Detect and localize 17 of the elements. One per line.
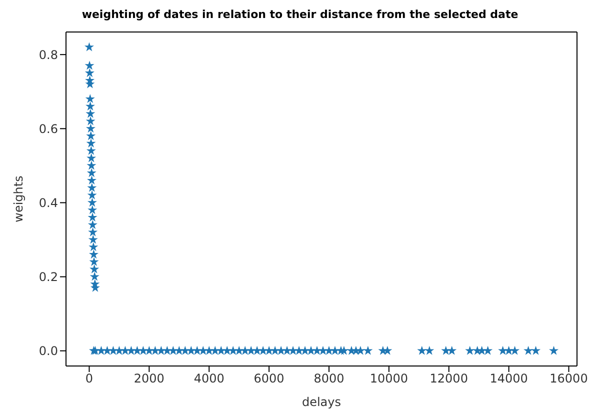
x-tick-label: 4000 xyxy=(194,372,224,386)
y-tick-label: 0.0 xyxy=(38,344,58,358)
x-tick-label: 0 xyxy=(85,372,94,386)
chart-title: weighting of dates in relation to their distance from the selected date xyxy=(80,8,520,21)
y-axis-title: weights xyxy=(11,176,26,222)
x-tick-label: 8000 xyxy=(314,372,344,386)
y-tick-label: 0.6 xyxy=(38,122,58,136)
y-tick-label: 0.8 xyxy=(38,48,58,62)
x-tick-label: 6000 xyxy=(254,372,284,386)
x-axis-title: delays xyxy=(302,395,342,409)
y-tick-label: 0.4 xyxy=(38,196,58,210)
x-tick-label: 10000 xyxy=(370,372,408,386)
x-tick-label: 14000 xyxy=(490,372,528,386)
x-tick-label: 2000 xyxy=(134,372,164,386)
x-tick-label: 16000 xyxy=(550,372,588,386)
x-tick-label: 12000 xyxy=(430,372,468,386)
y-tick-label: 0.2 xyxy=(38,270,58,284)
